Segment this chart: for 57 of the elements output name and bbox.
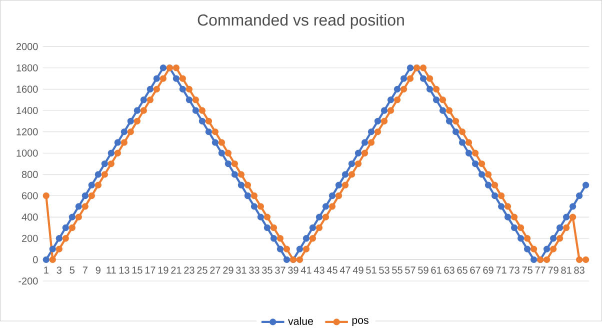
- legend-label: value: [288, 317, 313, 325]
- x-tick-label: 15: [132, 266, 142, 274]
- x-tick-label: 29: [223, 266, 234, 274]
- x-tick-label: 67: [470, 266, 480, 274]
- y-tick-label: 2000: [16, 42, 38, 50]
- x-tick-label: 47: [340, 266, 350, 274]
- x-tick-label: 79: [548, 266, 558, 274]
- x-tick-label: 3: [56, 266, 62, 274]
- x-tick-label: 9: [96, 266, 100, 274]
- legend-label: pos: [352, 318, 368, 326]
- y-tick-label: 1800: [16, 64, 38, 72]
- x-tick-label: 53: [379, 266, 390, 274]
- x-tick-label: 73: [509, 266, 520, 274]
- chart-title: Commanded vs read position: [198, 14, 404, 29]
- x-tick-label: 77: [535, 266, 546, 274]
- x-tick-label: 7: [82, 266, 88, 274]
- x-tick-label: 27: [210, 266, 220, 274]
- x-tick-label: 59: [418, 266, 428, 274]
- y-tick-label: 0: [33, 256, 38, 264]
- x-tick-label: 17: [145, 266, 156, 274]
- x-tick-label: 23: [184, 266, 194, 274]
- x-tick-label: 83: [574, 266, 584, 274]
- x-tick-label: 5: [70, 266, 75, 274]
- x-tick-label: 19: [158, 266, 168, 274]
- x-tick-label: 51: [366, 266, 376, 274]
- x-tick-label: 25: [197, 266, 208, 274]
- x-tick-label: 33: [249, 266, 260, 274]
- y-tick-label: 800: [22, 170, 38, 178]
- x-tick-label: 21: [171, 266, 182, 274]
- y-tick-label: 1600: [16, 86, 38, 93]
- x-tick-label: 49: [352, 266, 364, 274]
- x-tick-label: 1: [44, 266, 48, 274]
- x-tick-label: 45: [326, 266, 338, 274]
- x-tick-label: 11: [106, 266, 116, 274]
- x-tick-label: 39: [288, 266, 298, 274]
- x-tick-label: 35: [262, 266, 272, 274]
- y-tick-label: -200: [18, 277, 38, 284]
- x-tick-label: 31: [236, 266, 246, 274]
- x-tick-label: 43: [314, 266, 324, 274]
- x-tick-label: 69: [483, 266, 494, 274]
- x-tick-label: 55: [392, 266, 402, 274]
- x-tick-label: 75: [522, 266, 532, 274]
- x-tick-label: 71: [496, 266, 506, 274]
- x-tick-label: 61: [431, 266, 442, 274]
- x-tick-label: 65: [457, 266, 468, 274]
- y-tick-label: 1200: [16, 128, 38, 136]
- y-tick-label: 200: [22, 234, 38, 242]
- x-tick-label: 37: [275, 266, 286, 274]
- y-tick-label: 1000: [16, 150, 38, 157]
- x-tick-label: 13: [119, 266, 130, 274]
- x-tick-label: 63: [444, 266, 454, 274]
- y-tick-label: 1400: [16, 106, 38, 114]
- y-tick-label: 600: [22, 192, 38, 200]
- x-tick-label: 41: [300, 266, 312, 274]
- y-tick-label: 400: [22, 213, 38, 221]
- x-tick-label: 81: [561, 266, 572, 274]
- x-tick-label: 57: [405, 266, 416, 274]
